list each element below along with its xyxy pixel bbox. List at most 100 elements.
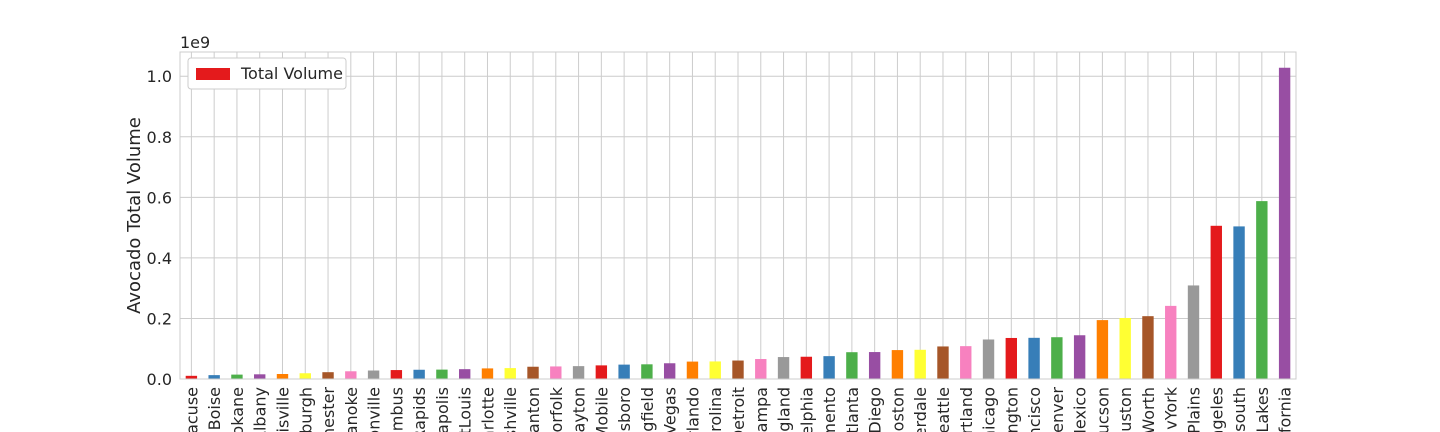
bar-south — [1233, 226, 1245, 379]
x-tick-label-worth: Worth — [1139, 387, 1158, 432]
x-tick-label-albany: Albany — [251, 387, 270, 432]
bar-diego — [868, 352, 881, 379]
x-tick-label-anoke: anoke — [342, 387, 361, 432]
bar-onville — [367, 370, 380, 379]
x-tick-label-erdale: erdale — [911, 387, 930, 432]
x-tick-label-orfolk: orfolk — [547, 386, 566, 432]
bar-ngeles — [1210, 225, 1222, 379]
x-tick-label-tlouis: tLouis — [456, 387, 475, 432]
x-tick-label-sboro: sboro — [615, 387, 634, 431]
bar-burgh — [299, 373, 311, 379]
x-tick-label-fornia: fornia — [1276, 387, 1295, 432]
x-tick-label-okane: okane — [228, 387, 247, 432]
bar-anton — [527, 366, 539, 379]
bar-ampa — [755, 359, 767, 379]
bar-elphia — [800, 356, 813, 379]
bar-albany — [254, 374, 266, 379]
bar-gland — [777, 357, 790, 379]
legend-box — [187, 57, 347, 90]
x-tick-label-arlotte: arlotte — [478, 387, 497, 432]
legend: Total Volume — [187, 57, 347, 90]
x-tick-label-boise: Boise — [205, 387, 224, 430]
x-tick-label-gfield: gfield — [638, 387, 657, 432]
bar-acuse — [185, 375, 198, 379]
x-tick-label-onville: onville — [365, 387, 384, 432]
bar-rlando — [686, 361, 699, 379]
bar-ngton — [1005, 337, 1017, 379]
bar-mobile — [595, 365, 608, 379]
bar-erdale — [914, 349, 926, 379]
x-tick-label-ncisco: ncisco — [1025, 387, 1044, 432]
x-tick-label-ngeles: ngeles — [1207, 387, 1226, 432]
legend-swatch — [196, 68, 230, 80]
bar-ucson — [1096, 320, 1109, 379]
plot-frame — [179, 51, 1297, 380]
y-tick-label: 0.6 — [147, 188, 172, 207]
bar-anoke — [345, 371, 357, 379]
y-tick-label: 0.0 — [147, 370, 172, 389]
bar-detroit — [732, 360, 744, 379]
bar-hicago — [982, 339, 995, 379]
x-tick-label-atlanta: Atlanta — [843, 387, 862, 432]
x-tick-label-isville: isville — [273, 387, 292, 432]
y-offset-label: 1e9 — [180, 33, 210, 52]
x-tick-label-burgh: burgh — [296, 387, 315, 432]
bar-hester — [322, 372, 334, 379]
x-tick-label-rapids: Rapids — [410, 387, 429, 432]
bar-fornia — [1278, 67, 1291, 379]
x-tick-label-elphia: elphia — [797, 387, 816, 432]
x-tick-label-mento: mento — [820, 387, 839, 432]
bar-sboro — [618, 364, 630, 379]
bar-orfolk — [550, 366, 562, 379]
x-tick-label-mexico: Mexico — [1071, 387, 1090, 432]
x-tick-label-mobile: Mobile — [592, 387, 611, 432]
x-tick-label-ngton: ngton — [1002, 387, 1021, 432]
x-tick-labels: acuse Boise okane Albany isville burgh hester a… — [182, 386, 1294, 432]
bar-ncisco — [1028, 337, 1040, 379]
x-tick-label-diego: Diego — [866, 387, 885, 432]
x-tick-label-oston: oston — [888, 387, 907, 431]
bar-boise — [208, 375, 220, 379]
bar-lakes — [1256, 201, 1268, 379]
x-tick-label-seattle: Seattle — [934, 387, 953, 432]
x-tick-label-hicago: hicago — [980, 387, 999, 432]
x-tick-label-ayton: ayton — [570, 387, 589, 432]
bar-tlouis — [459, 369, 471, 379]
bar-mexico — [1073, 335, 1086, 379]
x-tick-label-enver: enver — [1048, 387, 1067, 432]
x-tick-label-uston: uston — [1116, 387, 1135, 432]
x-tick-label-napolis: napolis — [433, 387, 452, 432]
x-tick-label-umbus: umbus — [387, 387, 406, 432]
bar-isville — [276, 374, 289, 379]
bar-worth — [1142, 316, 1154, 379]
x-tick-label-ucson: ucson — [1093, 387, 1112, 432]
x-tick-label-rtland: rtland — [957, 387, 976, 432]
bar-napolis — [436, 369, 448, 379]
bar-oston — [891, 350, 904, 379]
x-tick-label-vegas: Vegas — [661, 387, 680, 432]
y-tick-label: 0.2 — [147, 309, 172, 328]
x-tick-label-gland: gland — [775, 387, 794, 432]
bar-rapids — [413, 369, 425, 379]
y-tick-label: 0.4 — [147, 249, 172, 268]
bar-shville — [504, 368, 516, 379]
x-tick-label-hester: hester — [319, 387, 338, 432]
bar-arlotte — [481, 368, 494, 379]
x-tick-label-ampa: ampa — [752, 387, 771, 432]
bar-okane — [231, 374, 243, 379]
x-tick-label-lakes: Lakes — [1253, 387, 1272, 432]
x-tick-label-shville: shville — [501, 387, 520, 432]
x-tick-label-plains: Plains — [1185, 387, 1204, 432]
bars-group — [185, 67, 1291, 379]
bar-atlanta — [846, 352, 858, 379]
bar-mento — [823, 356, 835, 379]
bar-vegas — [663, 363, 676, 379]
y-tick-label: 0.8 — [147, 128, 172, 147]
bar-rolina — [709, 361, 721, 379]
bar-rtland — [960, 346, 972, 379]
x-tick-label-detroit: Detroit — [729, 387, 748, 432]
bar-gfield — [641, 364, 653, 379]
bar-vyork — [1165, 305, 1177, 379]
x-tick-label-south: south — [1230, 387, 1249, 432]
